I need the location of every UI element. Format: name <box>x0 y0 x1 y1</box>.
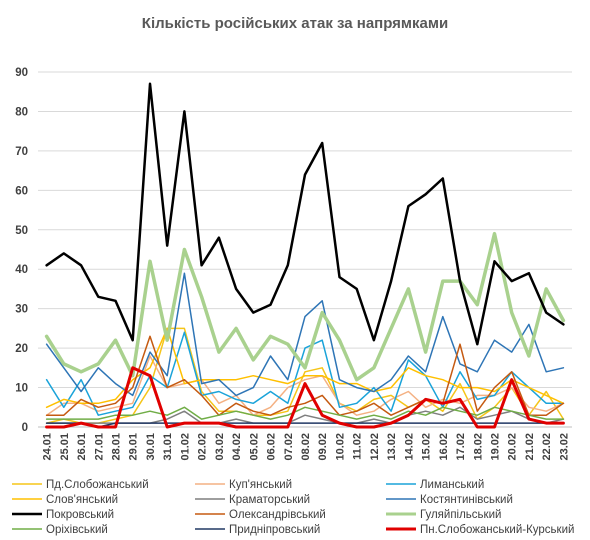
y-tick-label: 20 <box>15 343 28 355</box>
series-line <box>45 272 565 397</box>
y-tick-label: 10 <box>15 383 28 395</box>
series-line <box>44 231 566 382</box>
x-tick-label: 21.02 <box>524 433 536 461</box>
x-tick-label: 25.01 <box>59 433 71 461</box>
series-line <box>45 335 565 416</box>
x-tick-label: 04.02 <box>231 433 243 461</box>
x-tick-label: 16.02 <box>438 433 450 461</box>
x-tick-label: 24.01 <box>42 433 54 461</box>
series-line <box>45 331 565 416</box>
y-tick-label: 70 <box>15 146 28 158</box>
x-tick-label: 08.02 <box>300 433 312 461</box>
x-tick-label: 23.02 <box>558 433 570 461</box>
legend-label: Покровський <box>46 509 114 521</box>
x-tick-label: 19.02 <box>489 433 501 461</box>
x-tick-label: 12.02 <box>369 433 381 461</box>
y-tick-label: 80 <box>15 106 28 118</box>
y-tick-label: 90 <box>15 67 28 79</box>
series-line <box>45 406 565 420</box>
series-line <box>45 422 565 428</box>
x-tick-label: 11.02 <box>352 433 364 460</box>
x-tick-label: 27.01 <box>93 433 105 461</box>
legend-label: Оріхівський <box>46 524 108 536</box>
legend-label: Лиманський <box>420 479 484 491</box>
legend-label: Слов'янський <box>46 494 118 506</box>
x-tick-label: 10.02 <box>334 433 346 461</box>
x-tick-label: 18.02 <box>472 433 484 461</box>
x-tick-label: 02.02 <box>197 433 209 461</box>
legend-label: Пд.Слобожанський <box>46 479 149 491</box>
x-tick-label: 05.02 <box>248 433 260 461</box>
y-tick-label: 40 <box>15 264 28 276</box>
x-tick-label: 30.01 <box>145 433 157 461</box>
gridlines <box>38 71 572 389</box>
x-tick-label: 15.02 <box>421 433 433 461</box>
y-tick-label: 60 <box>15 185 28 197</box>
x-tick-label: 13.02 <box>386 433 398 461</box>
y-tick-label: 0 <box>22 422 28 434</box>
series-line <box>45 327 565 409</box>
y-tick-label: 30 <box>15 304 28 316</box>
x-tick-label: 22.02 <box>541 433 553 461</box>
x-tick-label: 29.01 <box>128 433 140 461</box>
legend-label: Олександрівський <box>229 509 326 521</box>
legend: Пд.Слобожанський Куп'янський Лиманський Сло… <box>12 479 574 536</box>
x-tick-label: 03.02 <box>214 433 226 461</box>
series-line <box>45 366 565 429</box>
legend-label: Придніпровський <box>229 524 320 536</box>
chart-title: Кількість російських атак за напрямками <box>142 15 448 32</box>
series-lines <box>44 82 566 429</box>
legend-label: Пн.Слобожанський-Курський <box>420 524 574 536</box>
x-tick-label: 09.02 <box>317 433 329 461</box>
x-tick-label: 07.02 <box>283 433 295 461</box>
series-line <box>45 82 565 346</box>
x-tick-label: 20.02 <box>507 433 519 461</box>
x-tick-label: 26.01 <box>76 433 88 461</box>
x-tick-label: 31.01 <box>162 433 174 461</box>
x-tick-label: 28.01 <box>111 433 123 461</box>
x-tick-label: 14.02 <box>403 433 415 461</box>
series-line <box>45 355 565 416</box>
x-tick-label: 01.02 <box>179 433 191 461</box>
x-tick-label: 17.02 <box>455 433 467 461</box>
y-tick-label: 50 <box>15 225 28 237</box>
legend-label: Куп'янський <box>229 479 292 491</box>
legend-label: Краматорський <box>229 494 310 506</box>
legend-label: Гуляйпільський <box>420 509 501 521</box>
x-tick-label: 06.02 <box>266 433 278 461</box>
axes: 0 10 20 30 40 50 60 70 80 90 24.01 25.01 26.01 27.01 2… <box>15 67 572 461</box>
legend-label: Костянтинівський <box>420 494 513 506</box>
